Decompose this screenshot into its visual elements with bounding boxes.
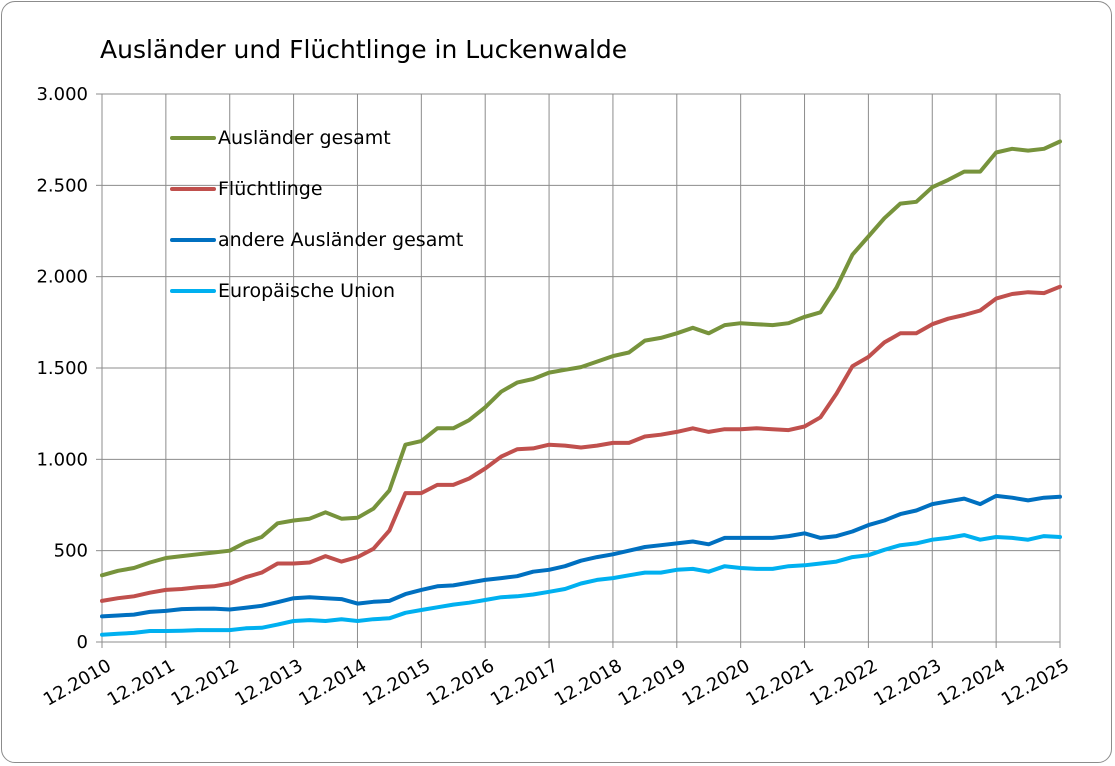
series-lines [100,139,1062,637]
x-tick-label: 12.2018 [551,655,626,710]
x-tick-label: 12.2025 [998,655,1073,710]
x-tick-label: 12.2024 [934,655,1009,710]
y-tick-label: 2.000 [36,267,88,288]
x-tick-label: 12.2019 [615,655,690,710]
x-tick-label: 12.2010 [40,655,115,710]
x-axis-tick-labels: 12.201012.201112.201212.201312.201412.20… [40,655,1073,710]
legend: Ausländer gesamt Flüchtlinge andere Auslän… [170,127,463,302]
x-tick-label: 12.2023 [870,655,945,710]
x-tick-label: 12.2013 [232,655,307,710]
series-line-3 [100,493,1062,619]
y-tick-label: 500 [54,541,88,562]
axes [96,93,1061,648]
y-tick-label: 1.000 [36,449,88,470]
x-tick-label: 12.2017 [487,655,562,710]
y-tick-label: 2.500 [36,175,88,196]
legend-label-2: Flüchtlinge [218,178,323,200]
grid [102,93,1061,642]
x-tick-label: 12.2015 [359,655,434,710]
x-tick-label: 12.2016 [423,655,498,710]
x-tick-label: 12.2011 [104,655,179,710]
legend-label-1: Ausländer gesamt [218,127,391,149]
y-tick-label: 1.500 [36,358,88,379]
legend-label-4: Europäische Union [218,280,395,302]
series-line-2 [100,284,1062,603]
x-tick-label: 12.2020 [679,655,754,710]
chart-title: Ausländer und Flüchtlinge in Luckenwalde [100,35,627,64]
x-tick-label: 12.2022 [806,655,881,710]
x-tick-label: 12.2012 [168,655,243,710]
y-axis-tick-labels: 0 500 1.000 1.500 2.000 2.500 3.000 [36,84,88,653]
x-tick-label: 12.2014 [295,655,370,710]
series-line-4 [100,533,1062,637]
series-line-1 [100,139,1062,578]
y-tick-label: 3.000 [36,84,88,105]
legend-label-3: andere Ausländer gesamt [218,229,463,251]
y-tick-label: 0 [77,632,88,653]
x-tick-label: 12.2021 [742,655,817,710]
